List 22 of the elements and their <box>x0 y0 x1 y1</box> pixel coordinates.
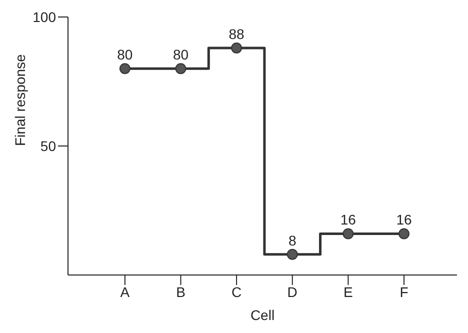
x-tick-label: C <box>231 284 242 300</box>
y-tick-label: 100 <box>32 8 56 25</box>
point <box>398 228 410 240</box>
point <box>342 228 354 240</box>
data-label: 16 <box>396 212 412 228</box>
data-label: 80 <box>117 46 133 63</box>
point <box>175 63 186 74</box>
data-label: 8 <box>288 232 296 248</box>
y-axis-title: Final response <box>12 54 28 146</box>
x-axis-title: Cell <box>250 307 275 323</box>
data-label: 80 <box>172 46 189 63</box>
x-tick-label: D <box>287 284 298 300</box>
point <box>286 248 298 260</box>
x-tick-label: A <box>120 284 130 300</box>
y-tick-label: 50 <box>40 138 56 154</box>
point <box>231 42 242 54</box>
data-label: 16 <box>340 212 356 228</box>
x-tick-label: E <box>343 284 353 300</box>
point <box>119 63 130 74</box>
x-tick-label: F <box>400 284 408 300</box>
x-tick-label: B <box>176 284 186 300</box>
data-label: 88 <box>228 26 245 42</box>
